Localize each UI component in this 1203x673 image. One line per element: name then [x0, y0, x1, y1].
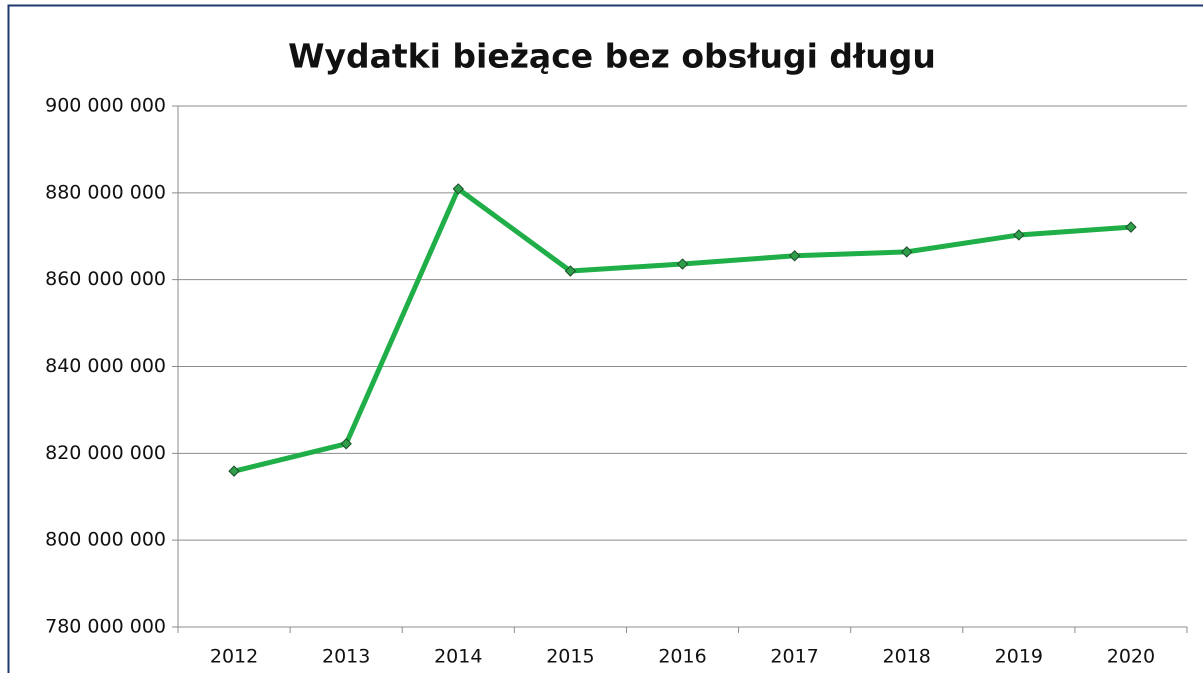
data-marker [676, 258, 689, 270]
x-tick-label: 2016 [658, 646, 706, 668]
y-tick-label: 880 000 000 [45, 181, 166, 203]
x-tick-label: 2013 [322, 646, 370, 668]
x-tick-label: 2012 [210, 646, 258, 668]
x-tick-label: 2014 [434, 646, 482, 668]
data-marker [228, 465, 240, 477]
x-tick-label: 2018 [883, 646, 931, 668]
data-marker [788, 250, 801, 262]
x-tick-label: 2017 [770, 646, 818, 668]
data-marker [1125, 221, 1137, 233]
data-line [233, 186, 1132, 474]
y-tick-label: 820 000 000 [45, 442, 166, 464]
y-tick-label: 780 000 000 [45, 616, 166, 638]
x-tick-label: 2019 [995, 646, 1043, 668]
y-tick-label: 900 000 000 [45, 95, 166, 117]
chart-frame [7, 4, 1203, 673]
x-tick-label: 2015 [546, 646, 594, 668]
data-marker [340, 438, 352, 450]
y-tick-label: 840 000 000 [45, 355, 166, 377]
y-tick-label: 800 000 000 [45, 529, 166, 551]
data-marker [452, 183, 464, 195]
data-marker [901, 246, 913, 258]
chart-title: Wydatki bieżące bez obsługi długu [288, 37, 936, 76]
x-tick-label: 2020 [1107, 646, 1155, 668]
y-tick-label: 860 000 000 [45, 268, 166, 290]
data-marker [564, 265, 577, 277]
data-marker [1013, 229, 1025, 241]
